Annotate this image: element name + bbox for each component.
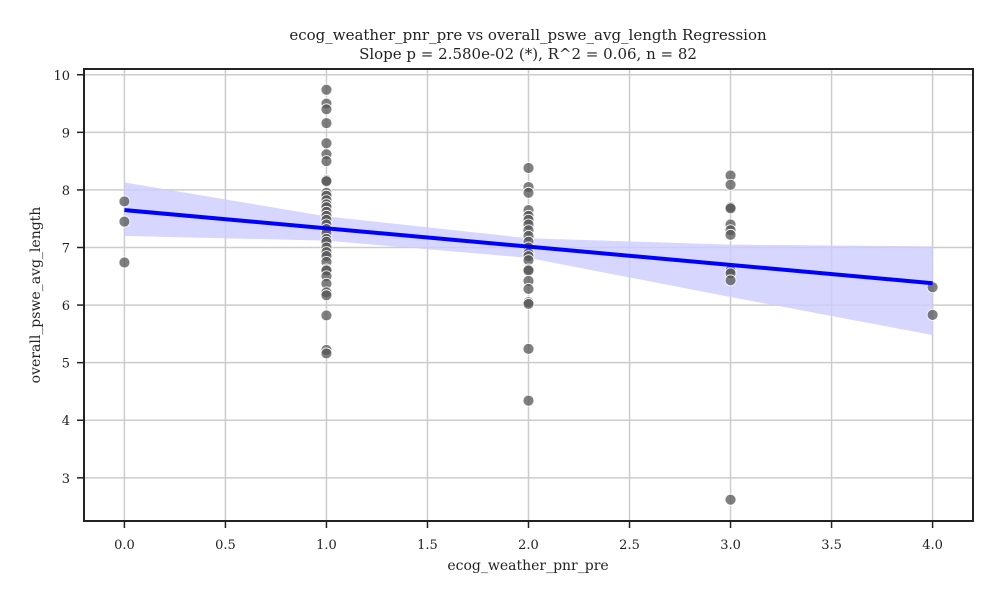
data-point [522, 162, 535, 174]
data-point [320, 347, 333, 360]
x-tick-label: 3.5 [821, 538, 842, 553]
y-tick-label: 8 [62, 184, 70, 199]
x-tick-label: 2.5 [619, 538, 640, 553]
data-point [724, 178, 737, 191]
x-tick-label: 2.0 [518, 538, 539, 553]
x-tick-label: 0.0 [114, 538, 135, 553]
data-point [118, 215, 131, 228]
x-tick-label: 1.0 [316, 538, 337, 553]
y-tick-label: 9 [62, 126, 70, 141]
data-point [118, 256, 131, 269]
data-point [724, 493, 737, 506]
x-axis-label: ecog_weather_pnr_pre [447, 558, 608, 574]
data-point [522, 186, 535, 199]
data-point [320, 309, 333, 322]
x-tick-label: 3.0 [720, 538, 741, 553]
data-point [320, 103, 333, 116]
data-point [522, 298, 535, 310]
chart-title: ecog_weather_pnr_pre vs overall_pswe_avg… [289, 26, 767, 44]
y-axis-label: overall_pswe_avg_length [28, 207, 44, 384]
points-layer [118, 83, 939, 506]
x-tick-label: 1.5 [417, 538, 438, 553]
data-point [320, 289, 333, 302]
data-point [926, 308, 939, 321]
regression-line-layer [124, 208, 933, 286]
data-point [320, 155, 333, 168]
data-point [724, 228, 737, 241]
data-point [320, 117, 333, 130]
y-ticks: 3 4 5 6 7 8 9 10 [53, 69, 84, 487]
data-point [320, 137, 333, 150]
data-point [522, 342, 535, 355]
data-point [320, 83, 333, 96]
y-tick-label: 4 [62, 414, 70, 429]
data-point [522, 283, 535, 295]
y-tick-label: 10 [53, 69, 70, 84]
data-point [724, 274, 737, 287]
data-point [320, 175, 333, 188]
chart-subtitle: Slope p = 2.580e-02 (*), R^2 = 0.06, n =… [359, 45, 697, 63]
y-tick-label: 7 [62, 241, 70, 256]
x-ticks: 0.0 0.5 1.0 1.5 2.0 2.5 3.0 3.5 4.0 [114, 521, 943, 553]
y-tick-label: 5 [62, 357, 70, 372]
y-tick-label: 3 [62, 472, 70, 487]
data-point [522, 394, 535, 407]
y-tick-label: 6 [62, 299, 70, 314]
data-point [522, 264, 535, 277]
x-tick-label: 0.5 [215, 538, 236, 553]
data-point [118, 195, 131, 208]
x-tick-label: 4.0 [922, 538, 943, 553]
data-point [724, 202, 737, 215]
regression-line [124, 208, 933, 286]
